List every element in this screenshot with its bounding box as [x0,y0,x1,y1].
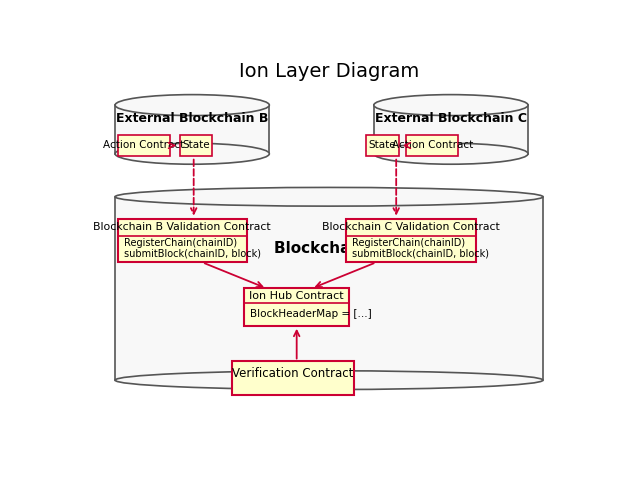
Text: Action Contract: Action Contract [392,140,473,150]
FancyBboxPatch shape [245,289,349,326]
Text: Blockchain A: Blockchain A [274,241,384,256]
Text: External Blockchain C: External Blockchain C [375,112,527,125]
Text: RegisterChain(chainID): RegisterChain(chainID) [123,238,237,248]
Text: Verification Contract: Verification Contract [232,367,354,380]
Text: Blockchain C Validation Contract: Blockchain C Validation Contract [322,223,500,232]
Text: State: State [369,140,396,150]
FancyBboxPatch shape [117,135,169,156]
Ellipse shape [374,143,528,164]
Text: RegisterChain(chainID): RegisterChain(chainID) [352,238,465,248]
Text: BlockHeaderMap = [...]: BlockHeaderMap = [...] [250,309,372,318]
Text: Ion Hub Contract: Ion Hub Contract [249,291,344,300]
Ellipse shape [374,95,528,116]
Ellipse shape [115,371,543,389]
FancyBboxPatch shape [115,105,270,154]
Ellipse shape [115,188,543,206]
FancyBboxPatch shape [180,135,212,156]
FancyBboxPatch shape [232,362,354,395]
FancyBboxPatch shape [115,197,543,380]
Text: Action Contract: Action Contract [103,140,184,150]
Text: State: State [182,140,210,150]
Ellipse shape [115,143,270,164]
FancyBboxPatch shape [367,135,399,156]
Text: submitBlock(chainID, block): submitBlock(chainID, block) [352,249,489,259]
Text: Blockchain B Validation Contract: Blockchain B Validation Contract [94,223,271,232]
FancyBboxPatch shape [117,219,247,262]
Text: External Blockchain B: External Blockchain B [116,112,268,125]
FancyBboxPatch shape [374,105,528,154]
Text: Ion Layer Diagram: Ion Layer Diagram [239,62,419,81]
Text: submitBlock(chainID, block): submitBlock(chainID, block) [123,249,261,259]
FancyBboxPatch shape [406,135,458,156]
FancyBboxPatch shape [347,219,476,262]
Ellipse shape [115,95,270,116]
